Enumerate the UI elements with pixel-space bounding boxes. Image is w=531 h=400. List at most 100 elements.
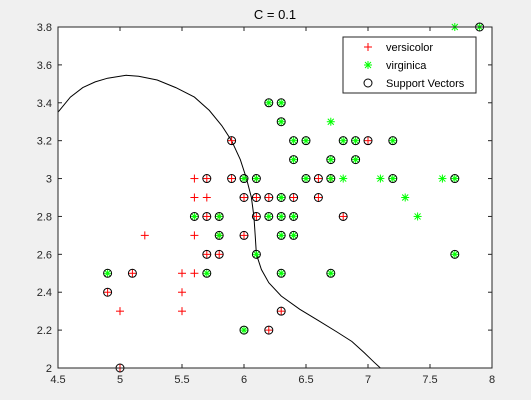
y-tick-label: 2.8 [37, 211, 52, 223]
virginica-point [351, 155, 360, 164]
versicolor-point [140, 231, 149, 240]
versicolor-point [178, 269, 186, 278]
versicolor-point [240, 193, 248, 202]
virginica-point [326, 174, 335, 183]
support-vector-point [388, 174, 398, 184]
support-vector-point [251, 193, 261, 202]
legend-label-support-vectors: Support Vectors [386, 78, 465, 90]
virginica-point [277, 193, 286, 202]
support-vector-point [202, 249, 212, 259]
versicolor-point [314, 193, 323, 202]
legend-marker-virginica [364, 61, 372, 69]
y-tick-label: 3 [46, 174, 52, 186]
support-vector-point [239, 325, 249, 335]
support-vector-point [301, 136, 311, 146]
virginica-point [190, 212, 199, 221]
versicolor-point [116, 307, 124, 316]
support-vector-point [363, 136, 373, 146]
virginica-point [252, 174, 261, 183]
virginica-point [277, 98, 286, 107]
support-vector-point [276, 268, 286, 278]
support-vector-point [227, 174, 237, 184]
virginica-point [289, 136, 298, 145]
versicolor-point [190, 174, 199, 183]
y-tick-label: 3.6 [37, 60, 52, 72]
x-tick-label: 7 [365, 374, 371, 386]
virginica-point [202, 269, 211, 278]
virginica-point [388, 136, 397, 145]
support-vector-point [239, 193, 249, 202]
axes-frame [57, 26, 493, 369]
virginica-point [302, 136, 310, 145]
versicolor-point [364, 136, 372, 145]
support-vector-point [289, 230, 299, 240]
versicolor-point [264, 326, 273, 335]
virginica-point [240, 174, 248, 183]
versicolor-point [103, 288, 112, 297]
versicolor-point [227, 174, 236, 183]
support-vector-point [338, 211, 348, 221]
y-tick-label: 2 [46, 363, 52, 375]
support-vector-point [251, 249, 261, 259]
support-vector-point [313, 193, 323, 202]
virginica-point [302, 174, 310, 183]
virginica-point [289, 212, 298, 221]
y-tick-label: 2.6 [37, 249, 52, 261]
support-vector-point [214, 211, 224, 221]
versicolor-point [190, 269, 199, 278]
support-vector-point [214, 249, 224, 259]
support-vector-point [326, 174, 336, 184]
virginica-point [264, 212, 273, 221]
virginica-point [438, 174, 447, 183]
virginica-point [376, 174, 385, 183]
legend: versicolor virginica Support Vectors [342, 36, 477, 94]
support-vector-point [301, 174, 311, 184]
support-vector-point [388, 136, 398, 146]
x-tick-labels: 4.5 5 5.5 6 6.5 7 7.5 8 [50, 374, 495, 386]
virginica-point [240, 326, 248, 335]
y-tick-label: 2.4 [37, 287, 52, 299]
support-vector-point [202, 211, 212, 221]
virginica-point [326, 155, 335, 164]
versicolor-point [314, 174, 323, 183]
support-vector-point [338, 136, 348, 146]
support-vector-point [227, 136, 237, 146]
x-tick-label: 8 [489, 374, 495, 386]
support-vector-point [239, 174, 249, 184]
virginica-point [252, 250, 261, 259]
support-vector-point [276, 230, 286, 240]
legend-marker-support-vectors [363, 78, 373, 88]
support-vector-point [264, 98, 274, 108]
x-tick-label: 4.5 [50, 374, 65, 386]
x-tick-label: 5 [117, 374, 123, 386]
boundary-curve [57, 74, 381, 369]
support-vector-point [264, 211, 274, 221]
data-points [103, 22, 485, 373]
support-vector-point [127, 268, 137, 278]
support-vector-point [289, 211, 299, 221]
support-vector-point [202, 174, 212, 184]
support-vector-point [276, 211, 286, 221]
y-tick-label: 3.8 [37, 22, 52, 34]
versicolor-point [202, 193, 211, 202]
virginica-point [401, 193, 410, 202]
y-tick-label: 3.4 [37, 98, 52, 110]
support-vector-point [276, 117, 286, 127]
versicolor-point [190, 193, 199, 202]
virginica-point [339, 136, 348, 145]
virginica-point [277, 231, 286, 240]
support-vector-point [450, 249, 460, 259]
x-tick-label: 7.5 [422, 374, 437, 386]
support-vector-point [264, 193, 274, 202]
versicolor-point [252, 212, 261, 221]
versicolor-point [202, 174, 211, 183]
virginica-point [103, 269, 112, 278]
virginica-point [450, 174, 459, 183]
virginica-point [289, 231, 298, 240]
virginica-point [450, 250, 459, 259]
versicolor-point [178, 288, 186, 297]
support-vector-point [276, 193, 286, 202]
versicolor-point [202, 212, 211, 221]
support-vector-point [103, 287, 113, 297]
virginica-point [388, 174, 397, 183]
